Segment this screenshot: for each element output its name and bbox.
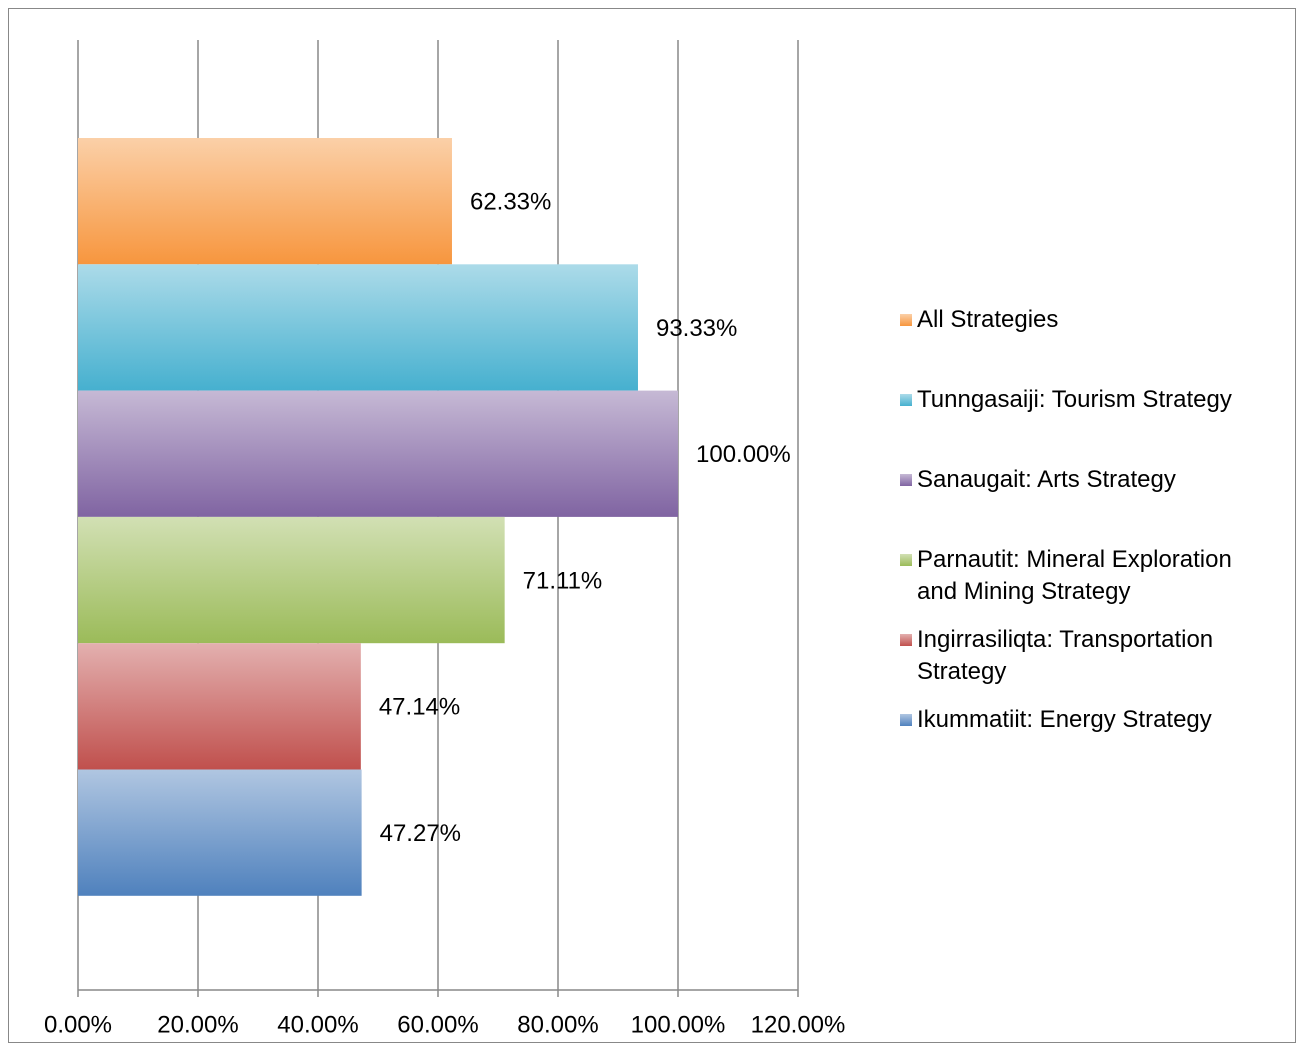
bar [78, 264, 638, 391]
legend-item: Ingirrasiliqta: Transportation Strategy [900, 624, 1270, 688]
bar [78, 390, 678, 517]
x-tick-label: 100.00% [631, 1011, 726, 1038]
x-tick-label: 20.00% [157, 1011, 238, 1038]
legend-swatch [900, 474, 912, 486]
legend-item: All Strategies [900, 304, 1270, 336]
x-tick-label: 80.00% [517, 1011, 598, 1038]
bar [78, 138, 452, 265]
data-label: 47.27% [380, 820, 461, 847]
bar [78, 643, 361, 770]
data-label: 71.11% [523, 567, 603, 594]
legend-swatch [900, 554, 912, 566]
legend-label: Tunngasaiji: Tourism Strategy [917, 386, 1232, 413]
x-tick-label: 120.00% [751, 1011, 846, 1038]
legend-label: Parnautit: Mineral Exploration and Minin… [917, 546, 1232, 605]
data-label: 47.14% [379, 694, 460, 721]
data-label: 100.00% [696, 441, 791, 468]
legend-item: Sanaugait: Arts Strategy [900, 464, 1270, 496]
legend-swatch [900, 714, 912, 726]
legend-label: Sanaugait: Arts Strategy [917, 466, 1176, 493]
bar [78, 516, 505, 644]
bar [78, 769, 362, 896]
legend-label: Ingirrasiliqta: Transportation Strategy [917, 626, 1214, 685]
legend-item: Parnautit: Mineral Exploration and Minin… [900, 544, 1270, 608]
legend-swatch [900, 394, 912, 406]
data-label: 93.33% [656, 315, 737, 342]
legend-item: Tunngasaiji: Tourism Strategy [900, 384, 1270, 416]
legend-label: Ikummatiit: Energy Strategy [917, 706, 1212, 733]
legend-swatch [900, 314, 912, 326]
legend-swatch [900, 634, 912, 646]
legend-label: All Strategies [917, 306, 1059, 333]
x-tick-label: 60.00% [397, 1011, 478, 1038]
x-tick-label: 40.00% [277, 1011, 358, 1038]
legend-item: Ikummatiit: Energy Strategy [900, 704, 1270, 736]
data-label: 62.33% [470, 188, 551, 215]
x-tick-label: 0.00% [44, 1011, 112, 1038]
